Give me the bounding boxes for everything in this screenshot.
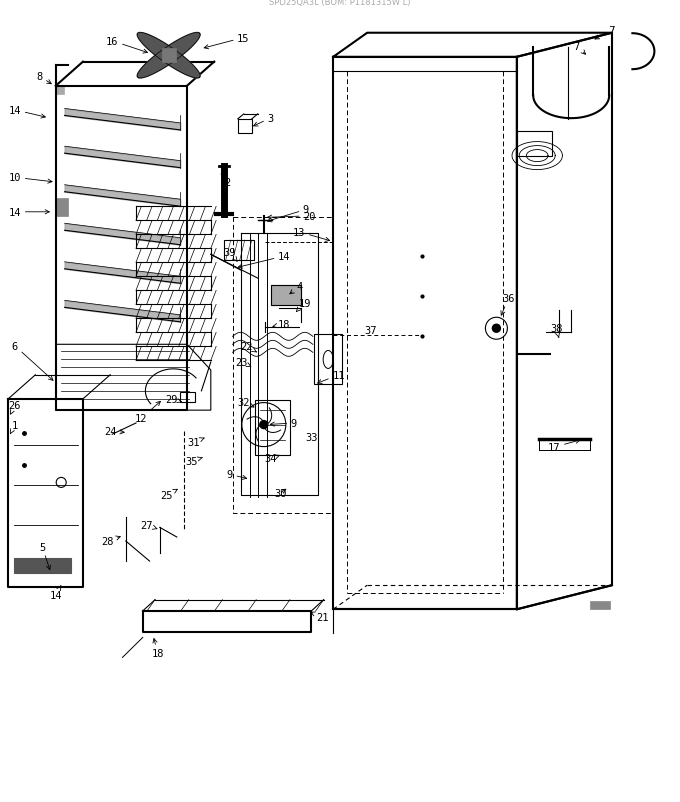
Bar	[180, 393, 195, 403]
Text: 36: 36	[501, 294, 515, 316]
Text: 14: 14	[50, 586, 62, 600]
Text: 7: 7	[595, 26, 615, 40]
Bar	[56, 87, 64, 95]
Text: 9: 9	[267, 205, 309, 223]
Bar	[271, 286, 301, 305]
Text: 32: 32	[237, 398, 254, 407]
Circle shape	[260, 421, 268, 429]
Polygon shape	[137, 34, 200, 79]
Text: 12: 12	[135, 402, 160, 423]
Text: 10: 10	[9, 173, 52, 184]
Text: 28: 28	[101, 537, 120, 546]
Text: 31: 31	[188, 438, 204, 448]
Bar	[255, 401, 290, 456]
Text: 8: 8	[36, 72, 51, 84]
Text: 7: 7	[573, 42, 585, 55]
Text: 39: 39	[224, 248, 237, 261]
Text: 37: 37	[364, 326, 377, 335]
Bar	[517, 132, 551, 156]
Bar	[314, 335, 342, 385]
Text: 6: 6	[12, 342, 53, 381]
Text: 30: 30	[274, 488, 286, 498]
Circle shape	[492, 325, 500, 333]
Text: 15: 15	[204, 34, 250, 50]
Text: SPD25QA3L (BOM: P1181315W L): SPD25QA3L (BOM: P1181315W L)	[269, 0, 411, 7]
Text: 14: 14	[9, 106, 46, 119]
Bar	[238, 119, 252, 134]
Text: 19: 19	[296, 298, 311, 312]
Bar	[224, 241, 254, 261]
Text: 22: 22	[240, 342, 256, 353]
Text: 38: 38	[550, 324, 562, 338]
Text: 18: 18	[273, 320, 290, 330]
Text: 20: 20	[267, 212, 316, 221]
Text: 9: 9	[226, 470, 247, 480]
Text: 3: 3	[254, 114, 274, 127]
Text: 23: 23	[235, 358, 251, 367]
Text: 11: 11	[318, 371, 345, 384]
Text: 4: 4	[290, 282, 303, 294]
Bar	[14, 558, 71, 573]
Text: 16: 16	[106, 37, 148, 54]
Text: 9: 9	[270, 419, 297, 428]
Text: 29: 29	[165, 395, 182, 404]
Bar	[162, 49, 175, 63]
Text: 14: 14	[9, 208, 50, 217]
Text: 5: 5	[39, 542, 50, 570]
Text: 34: 34	[265, 454, 279, 464]
Bar	[590, 602, 610, 610]
Text: 33: 33	[305, 432, 318, 442]
Text: 2: 2	[221, 175, 231, 188]
Text: 17: 17	[548, 439, 580, 452]
Text: 24: 24	[104, 427, 124, 436]
Text: 27: 27	[140, 520, 157, 530]
Text: 25: 25	[160, 490, 177, 500]
Text: 35: 35	[186, 456, 202, 466]
Polygon shape	[137, 34, 200, 79]
Text: 21: 21	[311, 612, 329, 622]
Text: 26: 26	[9, 400, 21, 415]
Bar	[271, 286, 301, 305]
Bar	[56, 199, 68, 217]
Text: 18: 18	[152, 638, 164, 658]
Text: 1: 1	[10, 420, 18, 434]
Text: 13: 13	[293, 228, 330, 242]
Text: 14: 14	[238, 252, 290, 269]
